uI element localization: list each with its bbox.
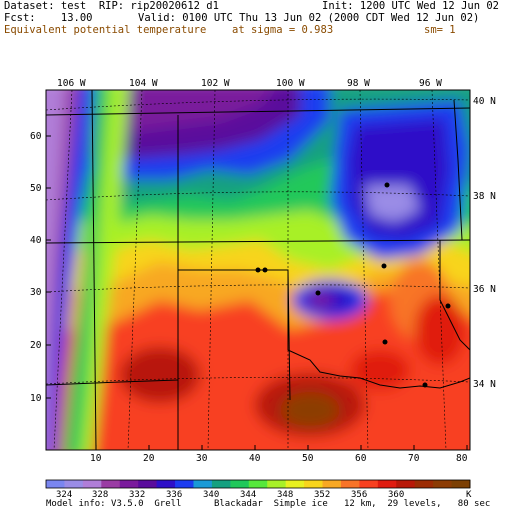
colorbar-label: 352 [314, 490, 330, 500]
colorbar-swatch [267, 480, 287, 488]
colorbar-swatch [193, 480, 213, 488]
lon-label: 100 W [276, 78, 305, 89]
colorbar-label: 340 [203, 490, 219, 500]
colorbar-swatch [396, 480, 416, 488]
latitude-labels: 40 N 38 N 36 N 34 N [473, 96, 496, 390]
lon-label: 98 W [347, 78, 370, 89]
lat-label: 34 N [473, 379, 496, 390]
smoothing-label: sm= 1 [424, 24, 456, 36]
colorbar-swatch [230, 480, 250, 488]
colorbar-swatch [359, 480, 379, 488]
lon-label: 106 W [57, 78, 86, 89]
colorbar-swatch [175, 480, 194, 488]
colorbar-swatch [322, 480, 342, 488]
lat-label: 40 N [473, 96, 496, 107]
theta-e-field [46, 90, 470, 450]
colorbar-label: 348 [277, 490, 293, 500]
x-tick: 30 [196, 453, 208, 464]
model-info: Model info: V3.5.0 Grell Blackadar Simpl… [46, 499, 491, 509]
colorbar-frame [45, 479, 471, 489]
latlon-grid [46, 90, 470, 450]
colorbar [46, 480, 471, 488]
colorbar-label: 344 [240, 490, 256, 500]
colorbar-swatch [82, 480, 102, 488]
colorbar-label: 336 [166, 490, 182, 500]
colorbar-label: 328 [92, 490, 108, 500]
x-tick: 70 [408, 453, 420, 464]
colorbar-labels: 324 328 332 336 340 344 348 352 356 360 … [56, 490, 472, 500]
x-grid-index: 10 20 30 40 50 60 70 80 [90, 453, 468, 464]
colorbar-swatch [46, 480, 65, 488]
lon-label: 96 W [419, 78, 442, 89]
valid-time: Valid: 0100 UTC Thu 13 Jun 02 (2000 CDT … [138, 12, 480, 24]
colorbar-swatch [451, 480, 471, 488]
init-time: Init: 1200 UTC Wed 12 Jun 02 [322, 0, 500, 12]
colorbar-swatch [156, 480, 176, 488]
colorbar-label: 324 [56, 490, 72, 500]
y-tick: 50 [30, 183, 42, 194]
y-tick: 20 [30, 340, 42, 351]
colorbar-swatch [211, 480, 231, 488]
colorbar-swatch [304, 480, 324, 488]
colorbar-swatch [138, 480, 158, 488]
x-tick: 10 [90, 453, 102, 464]
plot-frame [45, 89, 471, 451]
colorbar-swatch [340, 480, 360, 488]
x-tick: 50 [302, 453, 314, 464]
colorbar-label: 332 [129, 490, 145, 500]
colorbar-swatch [414, 480, 434, 488]
y-tick: 40 [30, 235, 42, 246]
colorbar-swatch [433, 480, 453, 488]
lon-label: 104 W [129, 78, 158, 89]
frame-ticks [46, 135, 468, 450]
colorbar-swatch [64, 480, 84, 488]
sigma-level: at sigma = 0.983 [232, 24, 334, 36]
lat-label: 38 N [473, 191, 496, 202]
colorbar-label: 360 [388, 490, 404, 500]
x-tick: 60 [355, 453, 367, 464]
y-tick: 10 [30, 393, 42, 404]
y-tick: 30 [30, 287, 42, 298]
longitude-labels: 106 W 104 W 102 W 100 W 98 W 96 W [57, 78, 442, 89]
y-tick: 60 [30, 131, 42, 142]
colorbar-swatch [101, 480, 121, 488]
x-tick: 20 [143, 453, 155, 464]
colorbar-label: 356 [351, 490, 367, 500]
colorbar-unit: K [466, 490, 472, 500]
lon-label: 102 W [201, 78, 230, 89]
colorbar-swatch [248, 480, 268, 488]
x-tick: 40 [249, 453, 261, 464]
colorbar-swatch [119, 480, 139, 488]
lat-label: 36 N [473, 284, 496, 295]
station-markers [255, 182, 451, 388]
x-tick: 80 [456, 453, 468, 464]
forecast-hour: Fcst: 13.00 [4, 12, 93, 24]
colorbar-swatch [285, 480, 305, 488]
field-title: Equivalent potential temperature [4, 24, 207, 36]
dataset-line: Dataset: test RIP: rip20020612 d1 [4, 0, 219, 12]
y-grid-index: 10 20 30 40 50 60 [30, 131, 42, 404]
colorbar-swatch [377, 480, 397, 488]
